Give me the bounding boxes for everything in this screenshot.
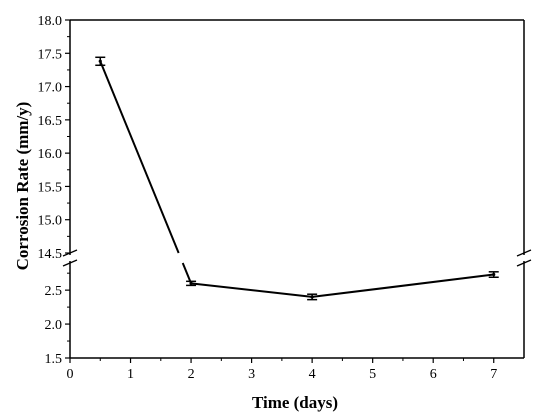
- y-tick-label-18.0: 18.0: [38, 14, 63, 29]
- series-line-segment: [190, 282, 313, 298]
- x-tick-label-4: 4: [309, 367, 316, 382]
- axis-break-mark-left-lower: [62, 259, 78, 267]
- y-tick-label-17.5: 17.5: [38, 47, 63, 62]
- x-tick-label-3: 3: [248, 367, 255, 382]
- y-tick-label-15.5: 15.5: [38, 180, 63, 195]
- series-line-segment: [181, 262, 192, 284]
- series-line-segment: [312, 273, 494, 298]
- x-tick-label-0: 0: [67, 367, 74, 382]
- y-axis-title: Corrosion Rate (mm/y): [13, 102, 32, 271]
- data-point-4: [492, 272, 496, 277]
- x-tick-label-1: 1: [127, 367, 134, 382]
- x-tick-label-7: 7: [490, 367, 497, 382]
- data-point-3: [310, 295, 314, 299]
- x-tick-label-5: 5: [369, 367, 376, 382]
- y-tick-label-17.0: 17.0: [38, 81, 63, 96]
- axes: [62, 19, 532, 359]
- x-axis-title: Time (days): [252, 393, 338, 412]
- y-tick-label-15.0: 15.0: [38, 214, 63, 229]
- axis-break-mark-right-lower: [516, 259, 532, 267]
- data-point-2: [189, 281, 193, 285]
- data-point-1: [98, 59, 102, 63]
- y-tick-label-2.5: 2.5: [45, 284, 63, 299]
- y-tick-label-16.0: 16.0: [38, 147, 63, 162]
- x-tick-label-6: 6: [430, 367, 437, 382]
- x-tick-label-2: 2: [188, 367, 195, 382]
- y-tick-label-2.0: 2.0: [45, 318, 63, 333]
- y-tick-label-1.5: 1.5: [45, 352, 63, 367]
- y-tick-label-14.5: 14.5: [38, 247, 63, 262]
- axis-break-mark-right-upper: [516, 249, 532, 257]
- ticks: 0 1 2 3 4 5 6 7 14.5 15.0 15.5 16.0 16.5 17.0 17.5 18.0…: [38, 14, 498, 382]
- data-series: [95, 56, 499, 301]
- y-tick-label-16.5: 16.5: [38, 114, 63, 129]
- series-line-segment: [99, 60, 180, 254]
